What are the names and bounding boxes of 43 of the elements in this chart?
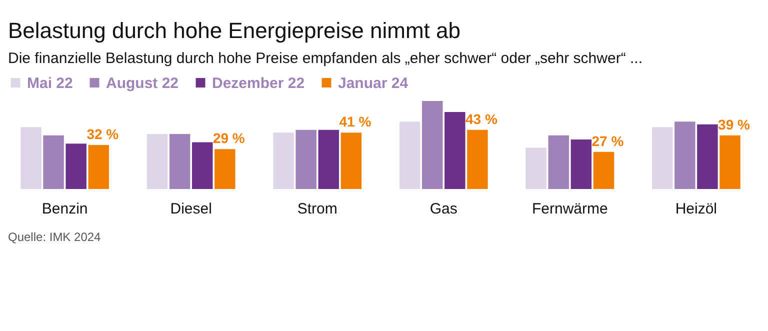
bar <box>43 135 64 189</box>
bar <box>674 122 696 189</box>
bar <box>146 134 168 189</box>
legend-label: August 22 <box>106 74 179 92</box>
source-note: Quelle: IMK 2024 <box>8 230 102 244</box>
bar <box>570 140 592 189</box>
bar <box>192 142 213 189</box>
bar <box>526 148 546 189</box>
data-label: 39 % <box>718 116 750 132</box>
bar <box>548 135 570 189</box>
x-tick-label: Heizöl <box>675 200 718 218</box>
bar <box>467 130 488 189</box>
legend-label: Januar 24 <box>338 74 409 92</box>
bar <box>169 134 190 189</box>
bar <box>593 152 614 189</box>
bar <box>422 101 443 189</box>
bar <box>697 124 718 189</box>
data-label: 41 % <box>339 114 372 130</box>
chart-subtitle: Die finanzielle Belastung durch hohe Preise empfanden als „eher schwer“ oder „sehr schwer“ ... <box>8 50 642 67</box>
x-tick-label: Strom <box>297 200 338 218</box>
x-tick-label: Gas <box>430 200 458 218</box>
legend-label: Dezember 22 <box>212 74 305 92</box>
bar <box>20 127 42 189</box>
bar <box>399 122 420 189</box>
x-tick-label: Diesel <box>170 200 212 218</box>
chart-title: Belastung durch hohe Energiepreise nimmt ab <box>8 18 460 43</box>
data-label: 29 % <box>212 130 246 146</box>
data-label: 43 % <box>465 110 498 127</box>
bar <box>652 127 673 189</box>
bar <box>88 145 110 189</box>
x-tick-label: Benzin <box>42 200 88 218</box>
bar <box>66 144 86 189</box>
legend-label: Mai 22 <box>27 74 73 92</box>
bar <box>340 132 362 189</box>
bar <box>720 135 740 189</box>
bar <box>273 132 294 189</box>
data-label: 32 % <box>86 126 120 142</box>
bar <box>214 149 236 189</box>
bar <box>296 130 316 189</box>
bar <box>318 130 340 189</box>
x-tick-label: Fernwärme <box>532 200 608 218</box>
data-label: 27 % <box>592 132 624 149</box>
bar <box>444 112 466 189</box>
